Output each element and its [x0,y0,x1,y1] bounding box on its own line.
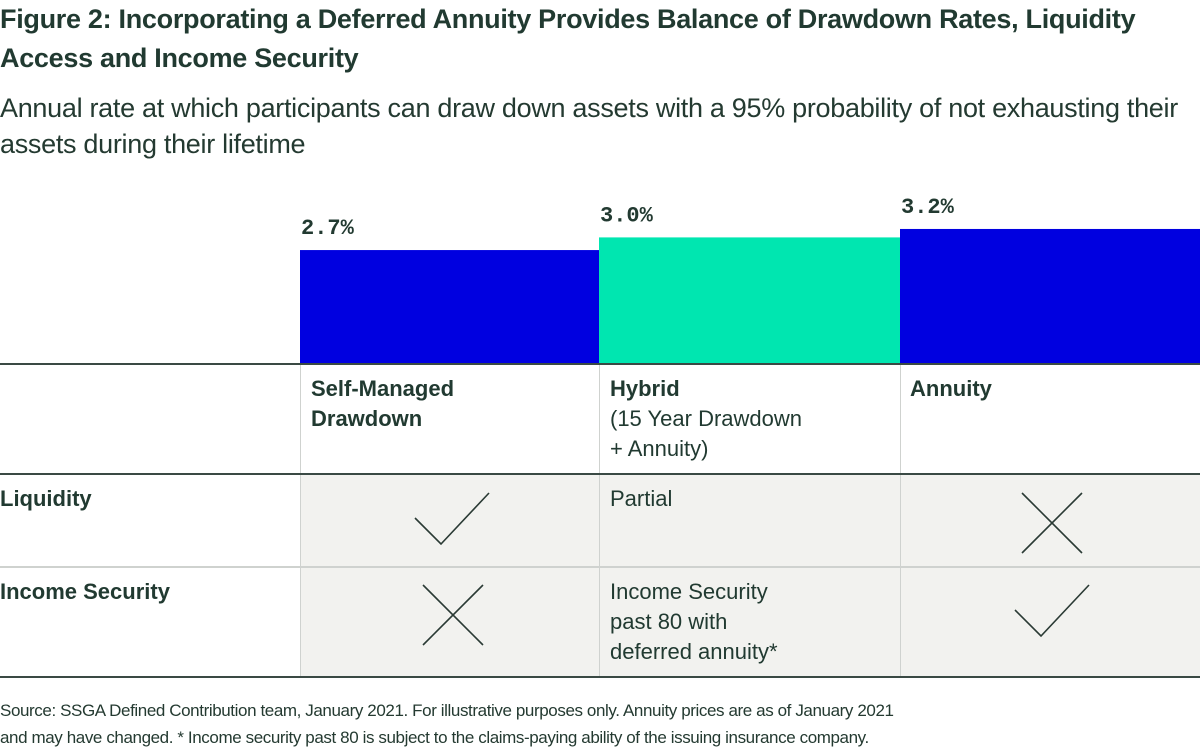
cell-text: past 80 with [610,609,728,634]
comparison-table: Self-Managed Drawdown Hybrid (15 Year Dr… [0,363,1200,678]
bar-3 [900,228,1200,364]
cell-text: Partial [610,486,673,511]
figure-subtitle: Annual rate at which participants can dr… [0,93,1178,159]
hybrid-liquidity-cell: Partial [610,484,672,514]
column-header-self-managed: Self-Managed Drawdown [311,374,454,434]
column-subtitle: (15 Year Drawdown [610,406,803,431]
header-divider [0,473,1200,475]
column-title: Annuity [910,376,992,401]
cell-text: Income Security [610,579,768,604]
hybrid-income-security-cell: Income Security past 80 with deferred an… [610,577,778,667]
column-title: Drawdown [311,406,423,431]
chart-baseline [0,363,1200,365]
row-label-liquidity: Liquidity [0,486,92,511]
bar-value-label: 3.2% [901,195,955,220]
bar-chart: 2.7% 3.0% 3.2% [300,195,1200,364]
column-title: Hybrid [610,376,680,401]
bar-2 [599,237,900,364]
column-header-hybrid: Hybrid (15 Year Drawdown + Annuity) [610,374,802,464]
table-bottom-line [0,676,1200,678]
row-divider [0,566,1200,568]
cell-text: deferred annuity* [610,639,778,664]
column-divider [300,364,301,677]
cross-icon [422,584,484,646]
figure-title: Figure 2: Incorporating a Deferred Annui… [0,4,1136,73]
column-header-annuity: Annuity [910,374,992,404]
income-row-shade [300,567,1200,677]
cross-icon [1021,492,1083,554]
bar-value-label: 2.7% [301,216,355,241]
column-divider [900,364,901,677]
column-title: Self-Managed [311,376,455,401]
column-subtitle: + Annuity) [610,436,709,461]
bar-value-label: 3.0% [600,203,654,228]
source-line-2: and may have changed. * Income security … [0,728,869,747]
source-note: Source: SSGA Defined Contribution team, … [0,697,1200,751]
bar-1 [300,250,599,364]
check-icon [1014,584,1090,638]
column-divider [599,364,600,677]
source-line-1: Source: SSGA Defined Contribution team, … [0,701,894,720]
row-label-income-security: Income Security [0,579,170,604]
check-icon [414,492,490,546]
